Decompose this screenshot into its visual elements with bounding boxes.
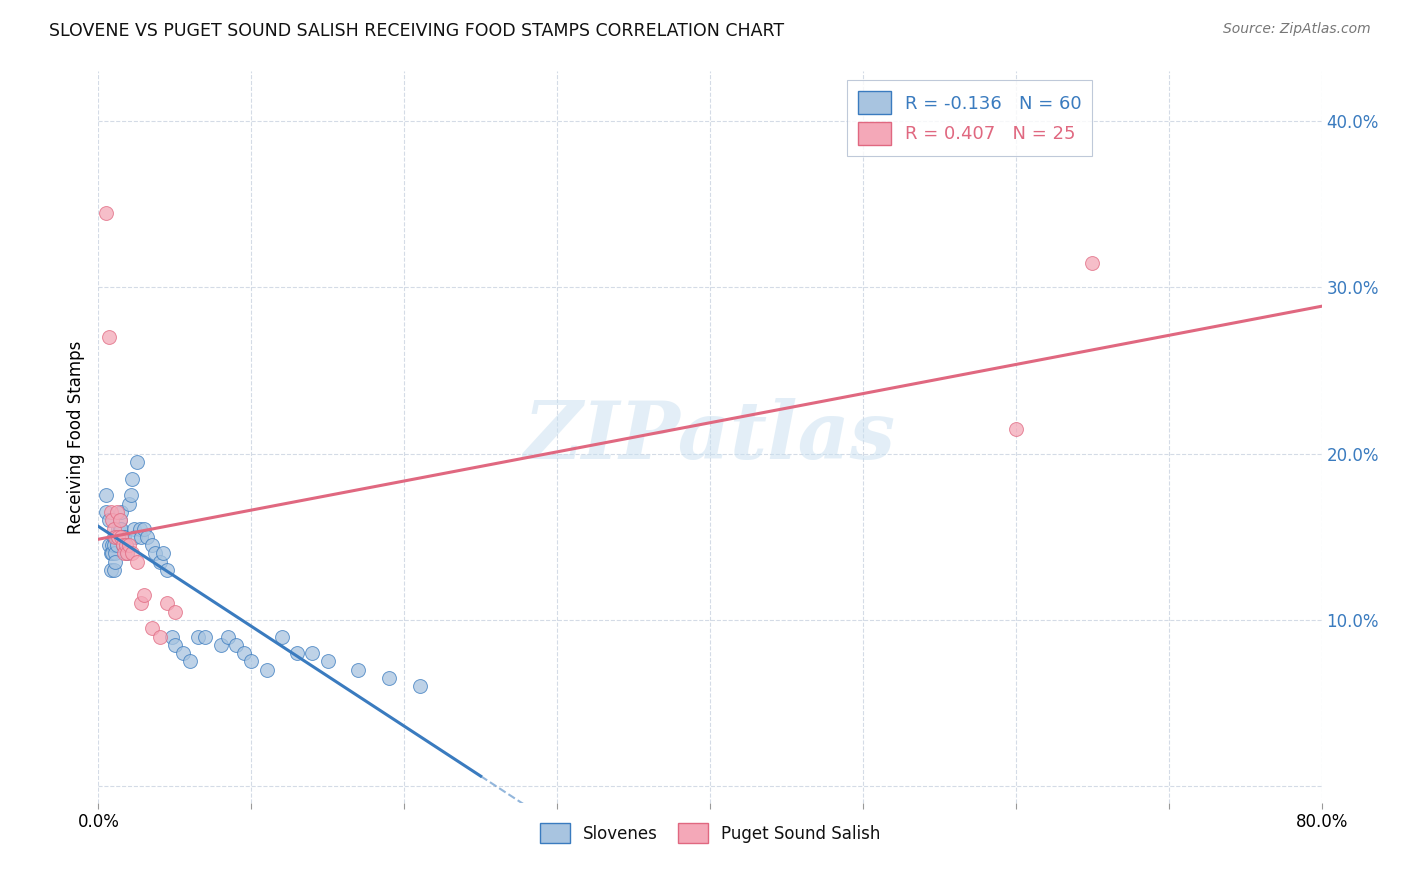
- Point: [110, 505, 132, 519]
- Legend: Slovenes, Puget Sound Salish: Slovenes, Puget Sound Salish: [533, 817, 887, 849]
- Point: [105, 505, 128, 519]
- Point: [105, 538, 128, 552]
- Point: [115, 538, 138, 552]
- Point: [179, 655, 201, 669]
- Point: [121, 546, 143, 560]
- Point: [194, 630, 217, 644]
- Point: [110, 530, 132, 544]
- Point: [105, 530, 128, 544]
- Point: [107, 530, 129, 544]
- Point: [156, 563, 179, 577]
- Point: [103, 521, 125, 535]
- Point: [108, 521, 131, 535]
- Point: [108, 513, 131, 527]
- Text: Source: ZipAtlas.com: Source: ZipAtlas.com: [1223, 22, 1371, 37]
- Point: [121, 472, 143, 486]
- Point: [129, 530, 152, 544]
- Point: [115, 538, 138, 552]
- Point: [101, 546, 124, 560]
- Point: [149, 630, 172, 644]
- Point: [104, 555, 127, 569]
- Point: [141, 621, 163, 635]
- Point: [107, 530, 129, 544]
- Point: [149, 555, 172, 569]
- Point: [163, 638, 186, 652]
- Point: [112, 530, 135, 544]
- Point: [124, 530, 146, 544]
- Point: [103, 530, 125, 544]
- Point: [160, 630, 183, 644]
- Text: ZIPatlas: ZIPatlas: [524, 399, 896, 475]
- Point: [118, 538, 141, 552]
- Point: [232, 646, 254, 660]
- Point: [129, 596, 152, 610]
- Point: [316, 655, 339, 669]
- Point: [301, 646, 323, 660]
- Y-axis label: Receiving Food Stamps: Receiving Food Stamps: [66, 341, 84, 533]
- Point: [104, 546, 127, 560]
- Point: [100, 563, 122, 577]
- Point: [100, 505, 122, 519]
- Point: [172, 646, 194, 660]
- Point: [117, 546, 139, 560]
- Point: [117, 546, 139, 560]
- Point: [152, 546, 174, 560]
- Point: [187, 630, 209, 644]
- Point: [101, 538, 124, 552]
- Point: [217, 630, 239, 644]
- Point: [408, 680, 430, 694]
- Point: [209, 638, 232, 652]
- Point: [1004, 422, 1026, 436]
- Point: [101, 513, 124, 527]
- Point: [128, 521, 150, 535]
- Point: [163, 605, 186, 619]
- Point: [120, 488, 142, 502]
- Point: [125, 455, 148, 469]
- Point: [285, 646, 308, 660]
- Point: [100, 546, 122, 560]
- Point: [240, 655, 263, 669]
- Point: [111, 530, 134, 544]
- Point: [378, 671, 401, 685]
- Point: [94, 205, 117, 219]
- Point: [98, 513, 121, 527]
- Point: [110, 521, 132, 535]
- Point: [103, 563, 125, 577]
- Point: [111, 538, 134, 552]
- Point: [141, 538, 163, 552]
- Point: [108, 513, 131, 527]
- Text: SLOVENE VS PUGET SOUND SALISH RECEIVING FOOD STAMPS CORRELATION CHART: SLOVENE VS PUGET SOUND SALISH RECEIVING …: [49, 22, 785, 40]
- Point: [94, 505, 117, 519]
- Point: [104, 530, 127, 544]
- Point: [347, 663, 370, 677]
- Point: [122, 521, 145, 535]
- Point: [103, 538, 125, 552]
- Point: [134, 521, 156, 535]
- Point: [118, 497, 141, 511]
- Point: [256, 663, 278, 677]
- Point: [112, 546, 135, 560]
- Point: [270, 630, 292, 644]
- Point: [111, 538, 134, 552]
- Point: [143, 546, 166, 560]
- Point: [125, 555, 148, 569]
- Point: [134, 588, 156, 602]
- Point: [156, 596, 179, 610]
- Point: [98, 330, 121, 344]
- Point: [107, 521, 129, 535]
- Point: [1081, 255, 1104, 269]
- Point: [98, 538, 121, 552]
- Point: [136, 530, 159, 544]
- Point: [225, 638, 247, 652]
- Point: [94, 488, 117, 502]
